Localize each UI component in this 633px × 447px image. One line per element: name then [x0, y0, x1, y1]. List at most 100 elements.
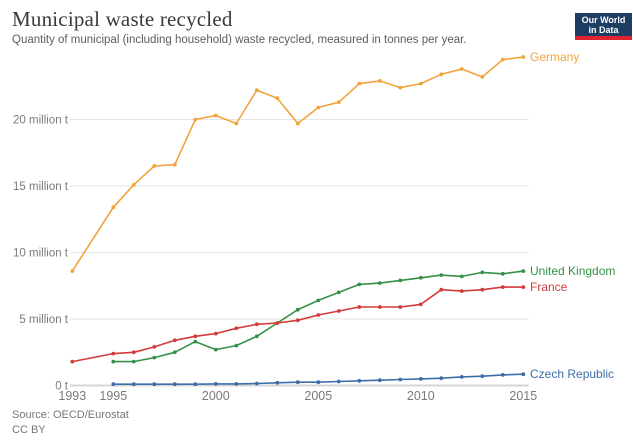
data-point[interactable]	[254, 334, 259, 339]
data-point[interactable]	[336, 309, 341, 313]
data-point[interactable]	[500, 57, 505, 62]
data-point[interactable]	[275, 321, 280, 325]
data-point[interactable]	[459, 274, 464, 279]
data-point[interactable]	[234, 326, 239, 331]
series-germany[interactable]: Germany	[70, 50, 579, 273]
data-point[interactable]	[172, 338, 177, 343]
series-label-czech-republic[interactable]: Czech Republic	[530, 367, 614, 381]
x-tick-label: 2010	[407, 389, 435, 403]
data-point[interactable]	[234, 382, 239, 386]
owid-logo[interactable]: Our World in Data	[575, 13, 632, 40]
data-point[interactable]	[295, 307, 300, 312]
data-point[interactable]	[275, 96, 280, 101]
data-point[interactable]	[193, 117, 198, 122]
data-point[interactable]	[70, 359, 75, 364]
data-point[interactable]	[234, 343, 239, 348]
data-point[interactable]	[172, 162, 177, 167]
data-point[interactable]	[111, 382, 116, 387]
data-point[interactable]	[357, 282, 362, 287]
data-point[interactable]	[377, 79, 382, 83]
data-point[interactable]	[459, 289, 464, 293]
data-point[interactable]	[418, 302, 423, 307]
data-point[interactable]	[295, 380, 300, 385]
data-point[interactable]	[213, 113, 218, 118]
data-point[interactable]	[336, 100, 341, 105]
data-point[interactable]	[111, 205, 116, 210]
series-united-kingdom[interactable]: United Kingdom	[111, 264, 615, 364]
data-point[interactable]	[131, 350, 136, 355]
data-point[interactable]	[316, 380, 321, 385]
data-point[interactable]	[418, 81, 423, 86]
data-point[interactable]	[70, 269, 75, 273]
data-point[interactable]	[111, 351, 116, 356]
data-point[interactable]	[275, 380, 280, 385]
series-line-france[interactable]	[71, 286, 525, 363]
data-point[interactable]	[152, 164, 157, 168]
data-point[interactable]	[336, 290, 341, 295]
data-point[interactable]	[295, 121, 300, 126]
data-point[interactable]	[254, 381, 259, 386]
y-tick-label: 20 million t	[13, 115, 69, 127]
data-point[interactable]	[131, 359, 136, 364]
data-point[interactable]	[521, 285, 526, 289]
data-point[interactable]	[111, 359, 116, 364]
data-point[interactable]	[459, 67, 464, 71]
data-point[interactable]	[500, 285, 505, 289]
data-point[interactable]	[500, 271, 505, 276]
data-point[interactable]	[357, 378, 362, 383]
data-point[interactable]	[336, 379, 341, 384]
data-point[interactable]	[521, 269, 526, 273]
data-point[interactable]	[439, 287, 444, 292]
data-point[interactable]	[418, 377, 423, 381]
data-point[interactable]	[234, 121, 239, 126]
data-point[interactable]	[480, 287, 485, 292]
data-point[interactable]	[357, 81, 362, 86]
data-point[interactable]	[213, 347, 218, 352]
data-point[interactable]	[316, 313, 321, 317]
data-point[interactable]	[521, 372, 526, 377]
data-point[interactable]	[377, 378, 382, 383]
series-label-germany[interactable]: Germany	[530, 50, 579, 64]
data-point[interactable]	[152, 382, 157, 387]
data-point[interactable]	[131, 182, 136, 187]
data-point[interactable]	[500, 373, 505, 377]
series-label-france[interactable]: France	[530, 280, 568, 294]
data-point[interactable]	[480, 75, 485, 79]
data-point[interactable]	[152, 355, 157, 360]
data-point[interactable]	[418, 275, 423, 280]
data-point[interactable]	[193, 334, 198, 339]
series-line-germany[interactable]	[71, 56, 525, 272]
data-point[interactable]	[398, 377, 403, 382]
data-point[interactable]	[316, 298, 321, 303]
data-point[interactable]	[172, 350, 177, 355]
data-point[interactable]	[377, 305, 382, 309]
data-point[interactable]	[213, 331, 218, 336]
data-point[interactable]	[480, 270, 485, 275]
data-point[interactable]	[398, 278, 403, 283]
data-point[interactable]	[152, 345, 157, 349]
data-point[interactable]	[480, 374, 485, 379]
series-france[interactable]: France	[70, 280, 568, 364]
series-czech-republic[interactable]: Czech Republic	[111, 367, 614, 387]
data-point[interactable]	[377, 281, 382, 285]
data-point[interactable]	[193, 339, 198, 344]
data-point[interactable]	[398, 85, 403, 90]
data-point[interactable]	[316, 105, 321, 110]
data-point[interactable]	[213, 382, 218, 386]
data-point[interactable]	[254, 322, 259, 327]
data-point[interactable]	[439, 376, 444, 381]
data-point[interactable]	[172, 382, 177, 387]
data-point[interactable]	[439, 273, 444, 277]
series-label-united-kingdom[interactable]: United Kingdom	[530, 264, 615, 278]
data-point[interactable]	[357, 305, 362, 309]
data-point[interactable]	[295, 318, 300, 323]
x-tick-label: 1995	[99, 389, 127, 403]
data-point[interactable]	[193, 382, 198, 387]
data-point[interactable]	[398, 305, 403, 309]
data-point[interactable]	[439, 72, 444, 77]
data-point[interactable]	[254, 88, 259, 93]
data-point[interactable]	[521, 55, 526, 59]
data-point[interactable]	[131, 382, 136, 387]
y-tick-label: 0 t	[55, 381, 69, 393]
data-point[interactable]	[459, 375, 464, 379]
